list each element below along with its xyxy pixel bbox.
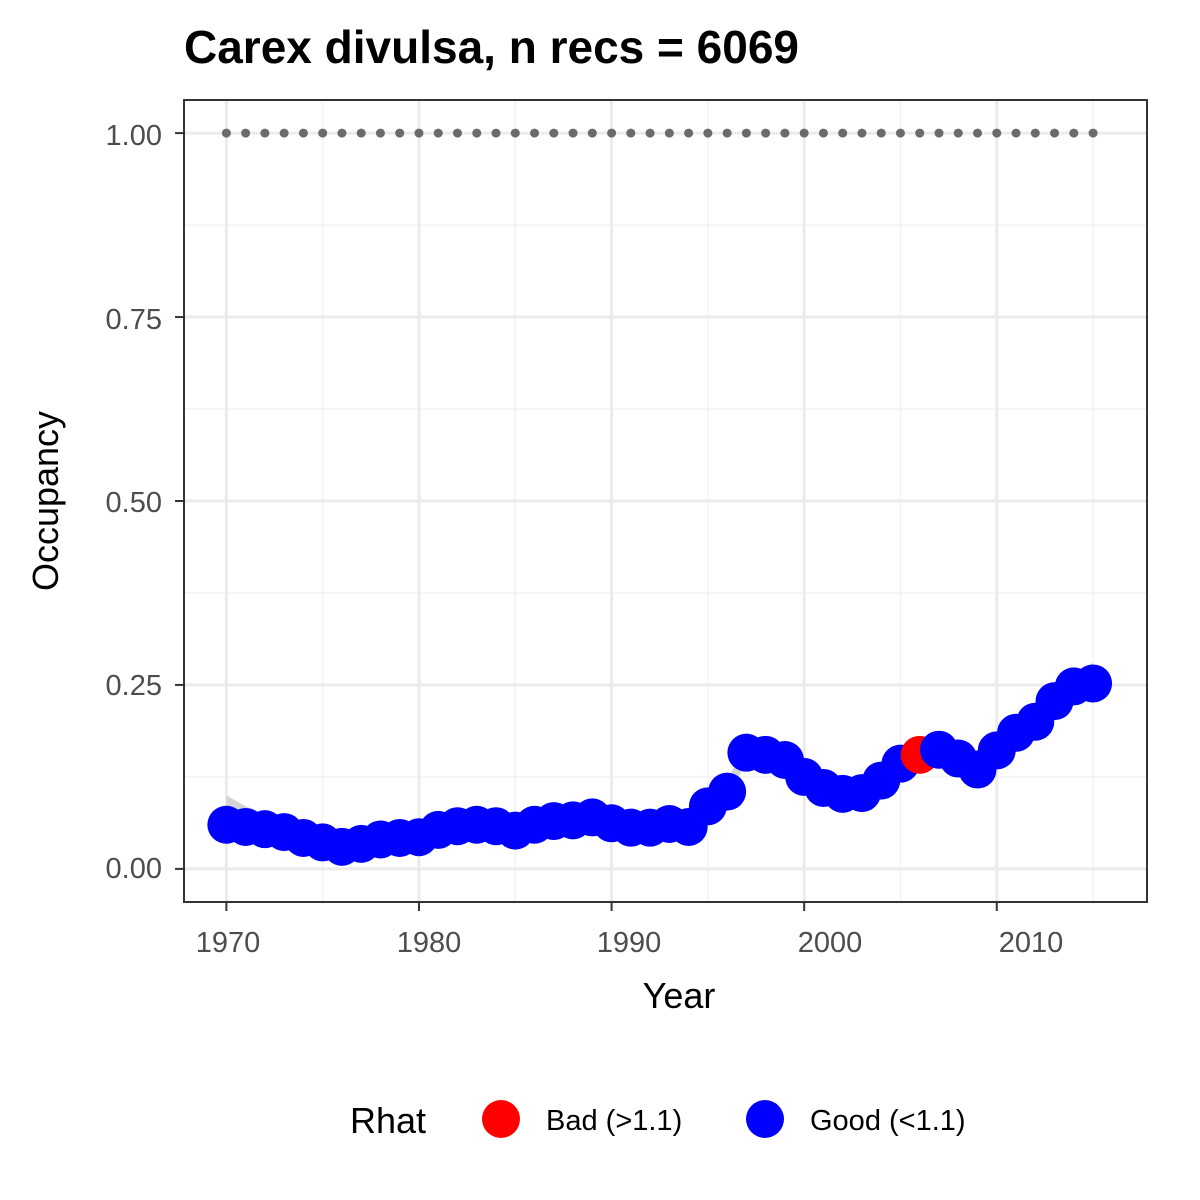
reference-dot [260, 128, 270, 138]
reference-dot [664, 128, 674, 138]
reference-dot [607, 128, 617, 138]
y-tick-label: 0.25 [106, 670, 162, 702]
reference-dot [1050, 128, 1060, 138]
reference-dot [857, 128, 867, 138]
y-axis-title: Occupancy [25, 411, 66, 591]
reference-dot [992, 128, 1002, 138]
reference-dot [934, 128, 944, 138]
x-tick-label: 2010 [999, 927, 1064, 959]
reference-dot [818, 128, 828, 138]
reference-dot [356, 128, 366, 138]
reference-dot [395, 128, 405, 138]
reference-dot [953, 128, 963, 138]
reference-dot [1011, 128, 1021, 138]
reference-dot [337, 128, 347, 138]
reference-dot [241, 128, 251, 138]
reference-dot [298, 128, 308, 138]
reference-dot [626, 128, 636, 138]
data-points [207, 664, 1113, 866]
reference-dot [876, 128, 886, 138]
reference-dot [279, 128, 289, 138]
legend-label-bad: Bad (>1.1) [546, 1105, 682, 1137]
grid-lines [184, 100, 1147, 902]
reference-dot [530, 128, 540, 138]
reference-dot [375, 128, 385, 138]
data-point-good [708, 772, 747, 811]
legend-key-bad [482, 1100, 520, 1138]
reference-dot [472, 128, 482, 138]
legend-key-good [746, 1100, 784, 1138]
reference-dot [703, 128, 713, 138]
x-tick-label: 1980 [397, 927, 462, 959]
reference-dot [761, 128, 771, 138]
x-tick-label: 1990 [597, 927, 662, 959]
legend-label-good: Good (<1.1) [810, 1105, 966, 1137]
reference-dot [799, 128, 809, 138]
reference-dot [741, 128, 751, 138]
y-tick-label: 1.00 [106, 120, 162, 152]
reference-dot [684, 128, 694, 138]
reference-dot [587, 128, 597, 138]
x-tick-label: 2000 [798, 927, 863, 959]
x-tick-label: 1970 [196, 927, 261, 959]
y-tick-label: 0.00 [106, 853, 162, 885]
reference-dot [221, 128, 231, 138]
reference-dot [433, 128, 443, 138]
reference-dot [414, 128, 424, 138]
reference-dot [510, 128, 520, 138]
reference-dot [645, 128, 655, 138]
y-axis-ticks: 0.00 0.25 0.50 0.75 1.00 [106, 120, 162, 885]
reference-dot [915, 128, 925, 138]
chart-title: Carex divulsa, n recs = 6069 [184, 21, 799, 73]
x-axis-ticks: 1970 1980 1990 2000 2010 [196, 927, 1064, 959]
data-point-good [1074, 664, 1113, 703]
legend: Rhat Bad (>1.1) Good (<1.1) [350, 1100, 966, 1141]
reference-dot [973, 128, 983, 138]
reference-dot [1088, 128, 1098, 138]
reference-dot [780, 128, 790, 138]
reference-dot [491, 128, 501, 138]
reference-line-dots [221, 128, 1098, 138]
legend-title: Rhat [350, 1100, 426, 1141]
reference-dot [452, 128, 462, 138]
reference-dot [568, 128, 578, 138]
reference-dot [318, 128, 328, 138]
reference-dot [722, 128, 732, 138]
y-tick-label: 0.75 [106, 304, 162, 336]
reference-dot [1069, 128, 1079, 138]
reference-dot [1030, 128, 1040, 138]
axis-tick-marks [175, 132, 998, 911]
reference-dot [895, 128, 905, 138]
x-axis-title: Year [643, 975, 716, 1016]
reference-dot [549, 128, 559, 138]
y-tick-label: 0.50 [106, 487, 162, 519]
reference-dot [838, 128, 848, 138]
